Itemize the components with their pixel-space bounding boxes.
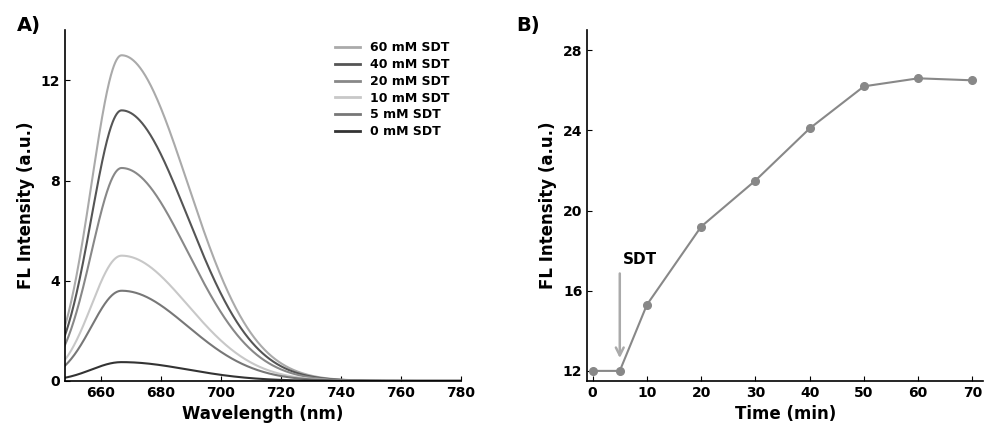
X-axis label: Time (min): Time (min) [735, 405, 836, 423]
Y-axis label: FL Intensity (a.u.): FL Intensity (a.u.) [539, 122, 557, 290]
Legend: 60 mM SDT, 40 mM SDT, 20 mM SDT, 10 mM SDT, 5 mM SDT, 0 mM SDT: 60 mM SDT, 40 mM SDT, 20 mM SDT, 10 mM S… [330, 37, 454, 143]
Text: SDT: SDT [622, 252, 657, 267]
Y-axis label: FL Intensity (a.u.): FL Intensity (a.u.) [17, 122, 35, 290]
Text: B): B) [516, 16, 540, 35]
X-axis label: Wavelength (nm): Wavelength (nm) [182, 405, 343, 423]
Text: A): A) [17, 16, 41, 35]
